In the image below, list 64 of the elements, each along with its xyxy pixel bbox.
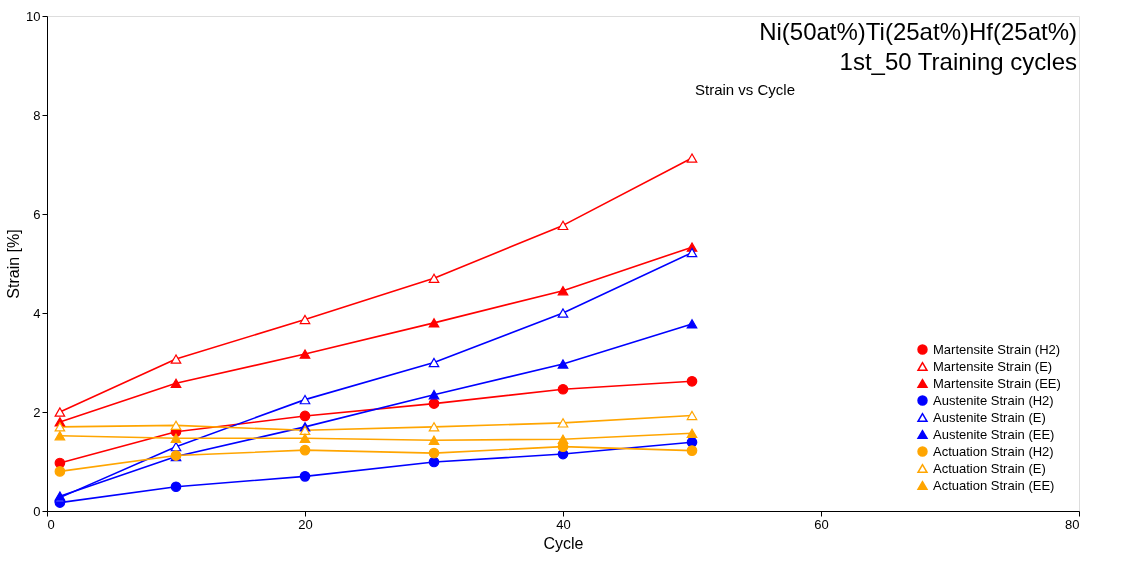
point (299, 471, 311, 482)
point (299, 314, 311, 325)
point (299, 394, 311, 405)
legend-label: Austenite Strain (EE) (933, 426, 1055, 442)
point (428, 456, 440, 468)
text: Strain vs Cycle (695, 81, 796, 98)
point (686, 319, 698, 329)
point (428, 398, 440, 409)
point (428, 318, 440, 328)
point (170, 378, 182, 388)
y-tick-label: 2 (33, 404, 41, 420)
point (170, 354, 182, 364)
y-tick-label: 0 (33, 503, 41, 519)
point (428, 447, 440, 459)
point (54, 407, 66, 417)
legend-label: Martensite Strain (H2) (933, 341, 1061, 357)
point (686, 410, 698, 421)
x-axis-title: Cycle (543, 534, 584, 552)
point (428, 357, 440, 368)
x-tick-label: 20 (298, 516, 313, 532)
point (686, 445, 698, 456)
point (299, 410, 311, 422)
point (686, 375, 698, 387)
point (557, 383, 569, 395)
point (686, 153, 698, 163)
point (54, 422, 66, 432)
x-tick-label: 60 (814, 516, 829, 532)
legend-label: Austenite Strain (E) (933, 409, 1046, 425)
point (299, 425, 311, 436)
legend-label: Actuation Strain (EE) (933, 477, 1055, 493)
legend-label: Actuation Strain (E) (933, 460, 1046, 476)
x-tick-label: 40 (556, 516, 571, 532)
point (299, 444, 311, 456)
text: Ni(50at%)Ti(25at%)Hf(25at%) 1st_50 Training cycles (759, 18, 1077, 75)
legend-label: Martensite Strain (E) (933, 358, 1053, 374)
y-tick-label: 10 (26, 8, 41, 24)
x-tick-label: 80 (1065, 516, 1080, 532)
y-axis-title: Strain [%] (5, 229, 23, 299)
point (557, 308, 569, 318)
y-tick-label: 6 (33, 206, 41, 222)
point (428, 435, 440, 445)
point (557, 434, 569, 444)
legend-label: Austenite Strain (H2) (933, 392, 1054, 408)
y-tick-label: 4 (33, 305, 41, 321)
point (54, 431, 66, 441)
point (170, 420, 182, 431)
point (170, 481, 182, 493)
y-tick-label: 8 (33, 107, 41, 123)
point (299, 433, 311, 443)
point (428, 422, 440, 432)
point (557, 286, 569, 296)
point (557, 418, 569, 428)
point (557, 220, 569, 231)
point (54, 466, 66, 477)
point (170, 433, 182, 443)
point (686, 247, 698, 258)
legend-label: Martensite Strain (EE) (933, 375, 1061, 391)
point (557, 359, 569, 369)
point (428, 273, 440, 284)
x-tick-label: 0 (47, 516, 55, 532)
point (686, 428, 698, 438)
point (299, 349, 311, 359)
legend-label: Actuation Strain (H2) (933, 443, 1054, 459)
point (428, 389, 440, 400)
